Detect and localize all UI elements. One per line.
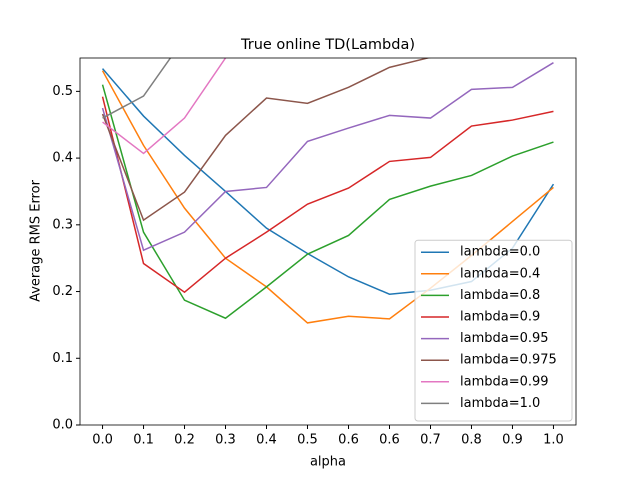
legend-label: lambda=0.8 [460,288,540,303]
x-tick-label: 0.7 [420,433,441,448]
x-tick-label: 0.8 [461,433,482,448]
series-line [101,62,554,252]
y-tick-label: 0.3 [52,217,73,232]
x-tick-label: 0.2 [174,433,195,448]
x-tick-label: 0.4 [256,433,277,448]
x-tick-label: 0.6 [338,433,359,448]
x-tick-label: 0.6 [379,433,400,448]
legend-label: lambda=1.0 [460,396,540,411]
plot-area [101,58,555,324]
y-tick-label: 0.5 [52,84,73,99]
x-tick-label: 0.5 [297,433,318,448]
y-axis-label: Average RMS Error [29,179,44,301]
x-tick-label: 0.0 [92,433,113,448]
legend-label: lambda=0.9 [460,310,540,325]
x-axis-label: alpha [310,455,346,470]
legend-label: lambda=0.0 [460,245,540,260]
y-tick-label: 0.2 [52,284,73,299]
axes-frame [79,57,577,426]
series-line [102,58,172,119]
series-line [101,84,554,320]
legend-label: lambda=0.975 [460,353,557,368]
y-tick-label: 0.1 [52,351,73,366]
legend-label: lambda=0.4 [460,266,540,281]
series-line [102,58,227,155]
legend-label: lambda=0.99 [460,374,549,389]
legend-label: lambda=0.95 [460,331,549,346]
x-tick-label: 0.3 [215,433,236,448]
x-tick-label: 0.9 [502,433,523,448]
legend-box [414,239,573,422]
x-tick-label: 0.1 [133,433,154,448]
series-line [101,96,554,294]
chart-title: True online TD(Lambda) [240,37,415,53]
series-line [101,58,432,222]
y-tick-label: 0.4 [52,151,73,166]
y-tick-label: 0.0 [52,418,73,433]
x-tick-label: 1.0 [543,433,564,448]
